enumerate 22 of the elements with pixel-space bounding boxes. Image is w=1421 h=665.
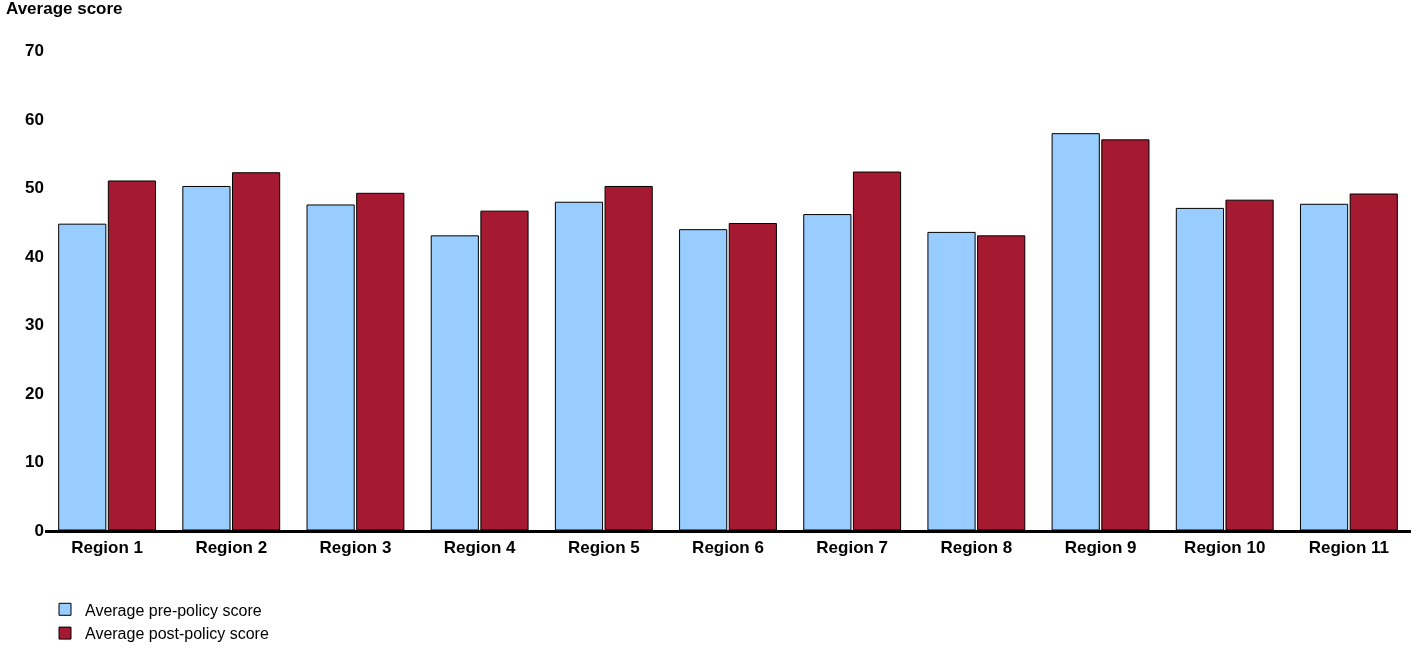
x-tick-label: Region 3 [319,538,392,558]
y-tick-label: 10 [25,452,44,472]
x-tick-label: Region 8 [940,538,1013,558]
y-tick-label: 60 [25,109,44,129]
x-tick-label: Region 9 [1064,538,1137,558]
y-tick-label: 40 [25,246,44,266]
x-tick-label: Region 6 [692,538,764,558]
x-tick-label: Region 2 [195,538,268,558]
legend-label: Average pre-policy score [85,601,262,619]
y-tick-label: 30 [25,315,44,335]
y-tick-label: 0 [34,520,44,540]
x-tick-label: Region 7 [816,538,889,558]
x-tick-label: Region 10 [1184,538,1266,558]
y-tick-label: 20 [25,383,44,403]
x-tick-label: Region 4 [443,538,517,558]
legend-label: Average post-policy score [85,625,269,643]
x-tick-label: Region 1 [71,538,143,558]
x-tick-label: Region 5 [567,538,640,558]
x-tick-label: Region 11 [1308,538,1390,558]
y-tick-label: 70 [25,40,44,60]
y-axis-title: Average score [6,0,123,18]
y-tick-label: 50 [25,178,44,198]
